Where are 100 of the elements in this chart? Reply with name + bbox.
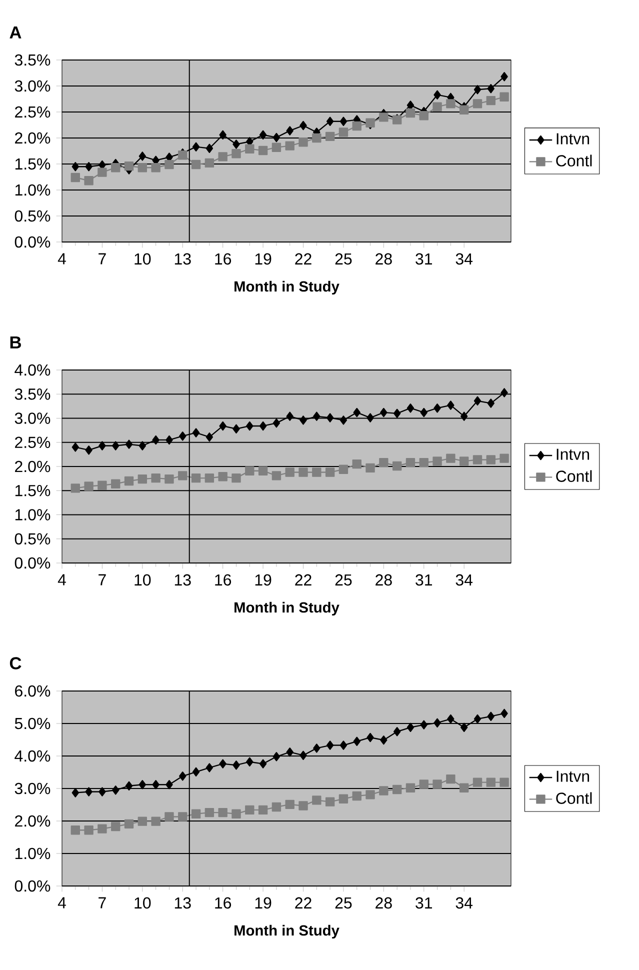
point: [272, 802, 282, 812]
point: [218, 472, 228, 482]
x-tick-label: 10: [134, 574, 151, 586]
point: [446, 454, 456, 463]
point: [272, 471, 282, 480]
x-tick-label: 31: [416, 574, 432, 586]
point: [192, 767, 200, 777]
point: [474, 85, 482, 94]
legend-label: Contl: [556, 792, 592, 804]
point: [406, 458, 416, 468]
point: [85, 162, 92, 172]
point: [72, 442, 79, 452]
point: [84, 176, 94, 186]
point: [487, 398, 494, 408]
point: [272, 752, 280, 762]
y-tick-label: 0.0%: [14, 557, 50, 569]
point: [232, 473, 241, 483]
point: [246, 421, 254, 431]
point: [218, 808, 228, 818]
point: [500, 708, 508, 718]
point: [460, 412, 468, 421]
point: [70, 172, 80, 182]
point: [326, 116, 334, 126]
y-tick-label: 0.0%: [14, 236, 50, 248]
point: [124, 819, 134, 829]
point: [206, 432, 214, 442]
x-tick-label: 16: [215, 897, 232, 909]
point: [366, 413, 374, 422]
point: [460, 722, 468, 732]
point: [138, 152, 146, 161]
point: [352, 459, 362, 469]
y-tick-label: 3.0%: [14, 412, 50, 424]
point: [446, 99, 456, 108]
y-tick-label: 2.0%: [15, 460, 50, 472]
point: [393, 727, 401, 736]
x-tick-label: 4: [58, 897, 66, 908]
y-tick-label: 2.0%: [15, 815, 50, 827]
y-tick-label: 0.5%: [14, 210, 50, 222]
point: [406, 108, 416, 118]
legend-label: Intvn: [556, 448, 590, 460]
point: [164, 474, 174, 484]
x-tick-label: 25: [335, 574, 352, 586]
point: [353, 736, 360, 746]
y-tick-label: 6.0%: [15, 685, 50, 697]
point: [338, 128, 348, 137]
x-tick-label: 4: [58, 574, 66, 586]
point: [125, 440, 133, 449]
y-tick-label: 0.0%: [14, 880, 50, 892]
x-axis-title: Month in Study: [234, 280, 340, 295]
point: [206, 763, 214, 772]
point: [500, 388, 508, 398]
point: [245, 805, 254, 815]
x-tick-label: 31: [416, 897, 432, 909]
point: [246, 757, 254, 766]
point: [152, 435, 160, 445]
x-tick-label: 16: [215, 253, 232, 265]
point: [245, 144, 254, 154]
x-tick-label: 7: [98, 253, 106, 264]
x-tick-label: 31: [416, 253, 432, 265]
point: [486, 455, 496, 464]
point: [98, 480, 107, 490]
y-tick-label: 1.5%: [15, 484, 50, 496]
point: [232, 148, 241, 158]
point: [340, 416, 348, 425]
point: [285, 468, 294, 477]
x-tick-label: 16: [215, 574, 232, 586]
point: [366, 732, 374, 742]
point: [85, 445, 92, 455]
chart-title: B: [10, 336, 21, 348]
point: [406, 404, 414, 413]
point: [406, 722, 414, 732]
point: [232, 140, 240, 149]
point: [111, 822, 120, 832]
point: [258, 805, 268, 815]
legend-label: Contl: [556, 154, 592, 166]
point: [232, 809, 241, 818]
point: [366, 463, 375, 473]
point: [232, 424, 240, 434]
y-tick-label: 3.0%: [14, 80, 50, 92]
point: [72, 162, 79, 172]
point: [272, 132, 280, 142]
x-tick-label: 34: [456, 253, 473, 265]
point: [338, 464, 348, 474]
point: [286, 412, 294, 421]
point: [459, 105, 469, 115]
point: [300, 120, 307, 130]
chart-title: C: [10, 657, 22, 670]
point: [178, 471, 188, 480]
x-tick-label: 19: [255, 253, 272, 265]
point: [85, 787, 92, 796]
point: [434, 718, 441, 728]
y-tick-label: 3.0%: [14, 782, 50, 794]
point: [434, 404, 441, 413]
point: [98, 787, 106, 796]
point: [392, 461, 402, 471]
point: [313, 744, 320, 753]
y-tick-label: 1.0%: [15, 848, 50, 860]
legend-label: Contl: [556, 470, 592, 482]
x-tick-label: 7: [98, 897, 106, 908]
point: [447, 714, 454, 724]
